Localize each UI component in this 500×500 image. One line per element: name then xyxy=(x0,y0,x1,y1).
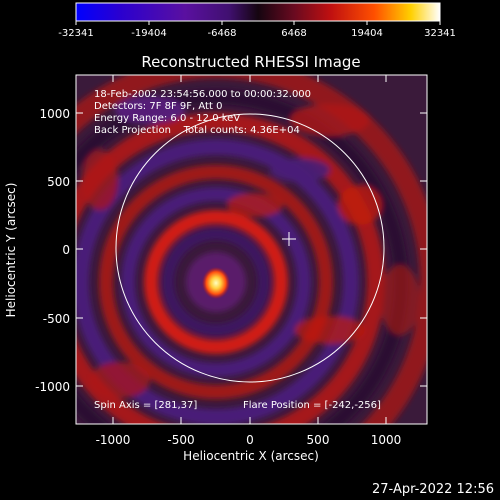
y-tick-label: 0 xyxy=(62,243,70,257)
x-tick-label: 500 xyxy=(307,433,330,447)
y-axis-ticks xyxy=(76,112,427,387)
colorbar-label-2: -6468 xyxy=(207,28,236,39)
x-axis-title: Heliocentric X (arcsec) xyxy=(183,449,319,463)
spin-axis-marker xyxy=(282,232,296,246)
colorbar-ticks xyxy=(75,21,441,25)
solar-limb-circle xyxy=(115,113,385,383)
info-method-counts: Back Projection Total counts: 4.36E+04 xyxy=(94,125,300,136)
x-tick-label: 0 xyxy=(246,433,254,447)
y-tick-label: 1000 xyxy=(39,107,70,121)
x-axis-ticks xyxy=(112,75,387,424)
y-axis-title: Heliocentric Y (arcsec) xyxy=(4,183,18,318)
colorbar xyxy=(75,2,441,22)
spin-axis-text: Spin Axis = [281,37] xyxy=(94,400,197,411)
info-detectors: Detectors: 7F 8F 9F, Att 0 xyxy=(94,101,222,112)
colorbar-label-5: 32341 xyxy=(424,28,456,39)
colorbar-label-4: 19404 xyxy=(351,28,383,39)
y-tick-label: -1000 xyxy=(35,380,70,394)
y-tick-label: -500 xyxy=(43,312,70,326)
footer-timestamp: 27-Apr-2022 12:56 xyxy=(372,482,494,497)
colorbar-label-0: -32341 xyxy=(58,28,93,39)
x-tick-label: -500 xyxy=(167,433,194,447)
flare-position-text: Flare Position = [-242,-256] xyxy=(243,400,381,411)
x-tick-label: -1000 xyxy=(96,433,131,447)
plot-title: Reconstructed RHESSI Image xyxy=(141,53,360,71)
x-tick-label: 1000 xyxy=(371,433,402,447)
colorbar-label-3: 6468 xyxy=(281,28,306,39)
info-time-range: 18-Feb-2002 23:54:56.000 to 00:00:32.000 xyxy=(94,89,311,100)
rhessi-image xyxy=(76,75,427,424)
info-energy-range: Energy Range: 6.0 - 12.0 keV xyxy=(94,113,240,124)
colorbar-label-1: -19404 xyxy=(131,28,166,39)
y-tick-label: 500 xyxy=(47,175,70,189)
